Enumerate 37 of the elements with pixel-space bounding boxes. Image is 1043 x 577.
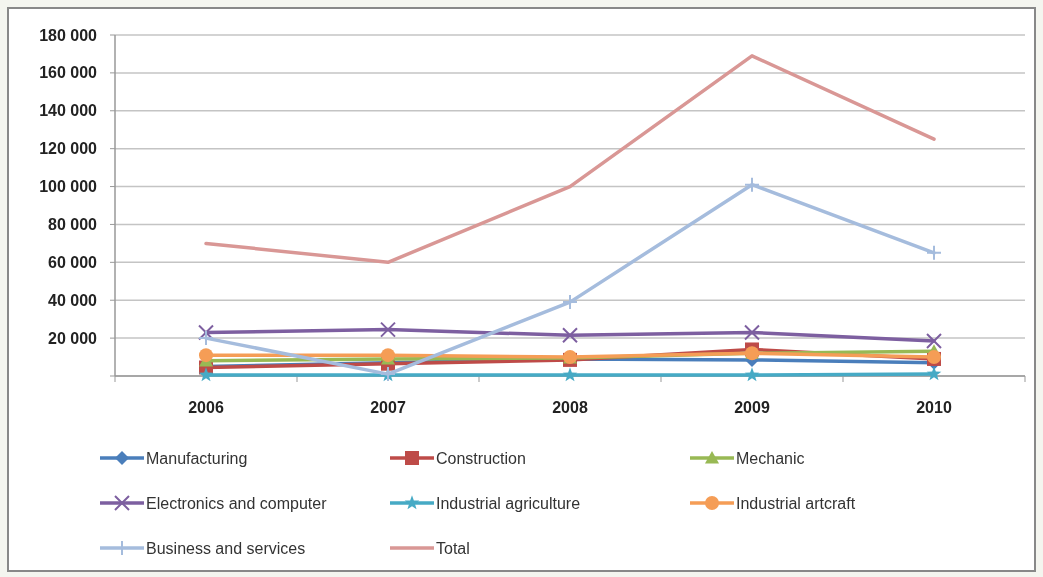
x-tick-label: 2006 — [188, 399, 224, 416]
point — [926, 366, 942, 381]
point — [198, 324, 214, 341]
y-tick-label: 80 000 — [48, 216, 98, 234]
y-tick-label: 40 000 — [48, 291, 98, 309]
point — [380, 321, 396, 338]
point — [199, 348, 213, 363]
point — [562, 327, 578, 344]
legend-label: Manufacturing — [146, 449, 248, 467]
legend-label: Total — [436, 539, 470, 557]
point — [744, 367, 760, 382]
y-tick-label: 140 000 — [39, 102, 98, 120]
point — [744, 176, 760, 193]
y-tick-label: 100 000 — [39, 178, 98, 196]
point — [198, 330, 214, 347]
x-tick-label: 2009 — [734, 399, 770, 416]
y-tick-label: 120 000 — [39, 140, 98, 158]
point — [926, 244, 942, 261]
point — [198, 367, 214, 382]
legend-label: Electronics and computer — [146, 494, 328, 512]
y-tick-label: 180 000 — [39, 26, 98, 44]
x-tick-label: 2008 — [552, 399, 588, 416]
legend-label: Mechanic — [736, 449, 805, 467]
legend-label: Industrial artcraft — [736, 494, 856, 512]
line-series — [204, 54, 936, 265]
point — [562, 294, 578, 311]
point — [926, 332, 942, 349]
legend-label: Business and services — [146, 539, 306, 557]
point — [744, 324, 760, 341]
y-tick-label: 60 000 — [48, 253, 98, 271]
legend-label: Industrial agriculture — [436, 494, 581, 512]
y-tick-label: 160 000 — [39, 64, 98, 82]
x-tick-label: 2010 — [916, 399, 952, 416]
y-tick-label: 20 000 — [48, 329, 98, 347]
x-tick-label: 2007 — [370, 399, 406, 416]
legend-label: Construction — [436, 449, 526, 467]
point — [562, 367, 578, 382]
